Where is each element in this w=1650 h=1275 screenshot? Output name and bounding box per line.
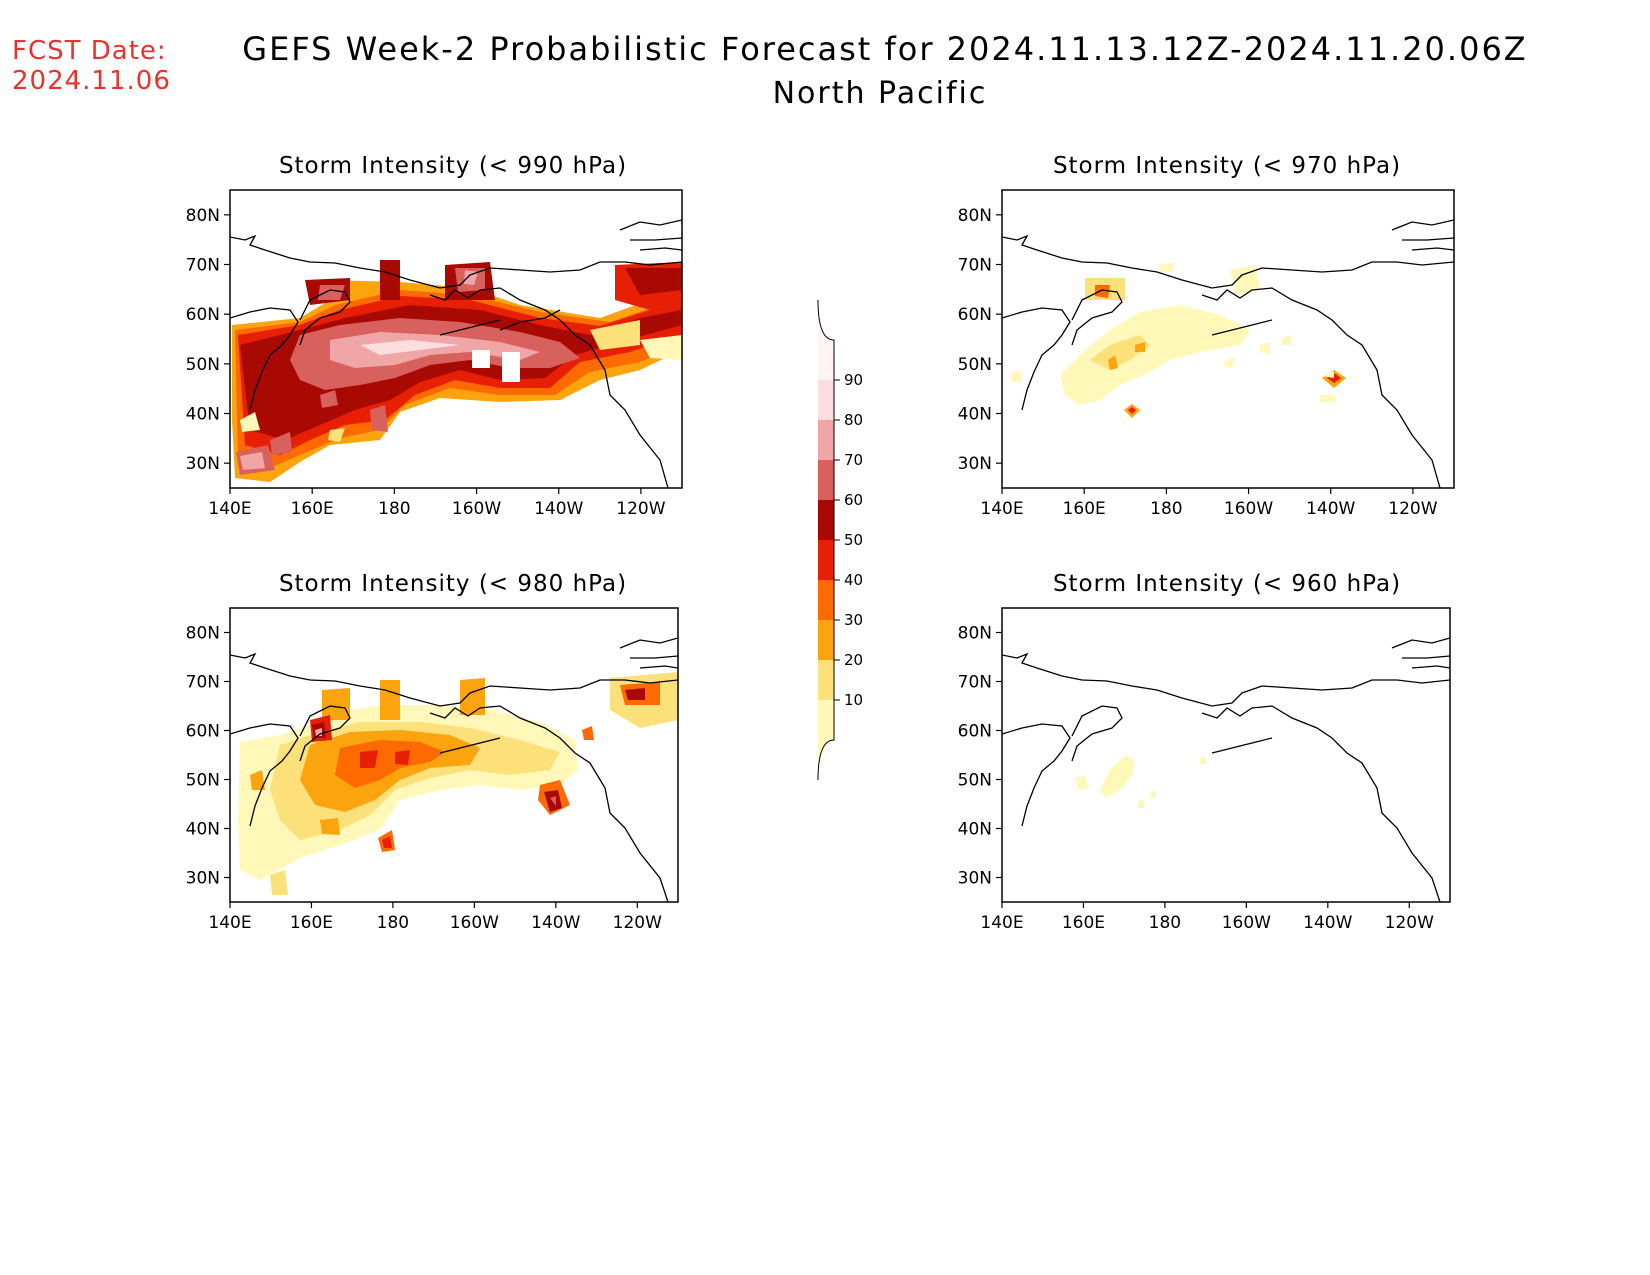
- lon-tick-label-970: 120W: [1388, 499, 1437, 519]
- lat-tick-label-960: 50N: [958, 771, 992, 791]
- lat-tick-label-970: 30N: [958, 454, 992, 474]
- page-subtitle: North Pacific: [772, 76, 988, 111]
- lat-tick-label-970: 60N: [958, 305, 992, 325]
- colorbar-swatch: [818, 620, 834, 660]
- map-frame-960: [1001, 607, 1451, 903]
- fcst-date-caption: FCST Date:: [12, 36, 167, 66]
- page-title: GEFS Week-2 Probabilistic Forecast for 2…: [242, 30, 1528, 68]
- panel-990: Storm Intensity (< 990 hPa): [229, 153, 683, 489]
- lon-tick-label-970: 140W: [1306, 499, 1355, 519]
- lat-tick-label-990: 70N: [186, 256, 220, 276]
- forecast-date-label: FCST Date: 2024.11.06: [12, 36, 171, 96]
- colorbar-swatch: [818, 700, 834, 780]
- lat-tick-label-970: 70N: [958, 256, 992, 276]
- lon-tick-label-970: 160E: [1063, 499, 1106, 519]
- lon-tick-label-980: 120W: [613, 913, 662, 933]
- fcst-date-value: 2024.11.06: [12, 66, 171, 96]
- lon-tick-label-990: 140E: [208, 499, 251, 519]
- coastline-970: [1002, 219, 1454, 488]
- lat-tick-label-980: 60N: [186, 722, 220, 742]
- lat-tick-label-970: 40N: [958, 405, 992, 425]
- lat-tick-label-960: 40N: [958, 820, 992, 840]
- lat-tick-label-990: 80N: [186, 206, 220, 226]
- colorbar-label: 50: [844, 531, 863, 549]
- lon-tick-label-960: 160E: [1062, 913, 1105, 933]
- lat-tick-label-980: 30N: [186, 869, 220, 889]
- lon-tick-label-980: 140E: [208, 913, 251, 933]
- probability-field-960: [1075, 755, 1206, 808]
- colorbar-label: 10: [844, 691, 863, 709]
- coastline-990: [230, 219, 682, 488]
- lat-tick-label-960: 80N: [958, 624, 992, 644]
- probability-field-970: [1010, 262, 1346, 418]
- panel-960: Storm Intensity (< 960 hPa): [1001, 571, 1451, 903]
- lat-tick-label-980: 40N: [186, 820, 220, 840]
- lon-tick-label-990: 180: [378, 499, 410, 519]
- lon-tick-label-970: 140E: [980, 499, 1023, 519]
- panel-980: Storm Intensity (< 980 hPa): [229, 571, 679, 903]
- lat-tick-label-980: 70N: [186, 673, 220, 693]
- colorbar-label: 40: [844, 571, 863, 589]
- lat-tick-label-990: 30N: [186, 454, 220, 474]
- panel-title-960: Storm Intensity (< 960 hPa): [1053, 571, 1401, 597]
- colorbar-label: 90: [844, 371, 863, 389]
- lon-tick-label-990: 160W: [452, 499, 501, 519]
- lon-tick-label-960: 120W: [1385, 913, 1434, 933]
- colorbar-label: 30: [844, 611, 863, 629]
- lon-tick-label-990: 160E: [291, 499, 334, 519]
- lat-tick-label-980: 50N: [186, 771, 220, 791]
- colorbar-label: 80: [844, 411, 863, 429]
- colorbar-label: 20: [844, 651, 863, 669]
- lon-tick-label-960: 160W: [1222, 913, 1271, 933]
- lon-tick-label-970: 180: [1150, 499, 1182, 519]
- lon-tick-label-970: 160W: [1224, 499, 1273, 519]
- coastline-960: [1002, 637, 1450, 902]
- lat-tick-label-990: 60N: [186, 305, 220, 325]
- lat-tick-label-970: 50N: [958, 355, 992, 375]
- colorbar-swatch: [818, 660, 834, 700]
- lat-tick-label-960: 70N: [958, 673, 992, 693]
- axis-ticks: 140E 160E 180 160W 140W 120W 80N 70N 60N 50N 40N 30…: [186, 206, 1438, 933]
- map-frame-990: [229, 189, 683, 489]
- lon-tick-label-960: 140E: [980, 913, 1023, 933]
- coastline-980: [230, 637, 678, 902]
- panel-970: Storm Intensity (< 970 hPa): [1001, 153, 1455, 489]
- lon-tick-label-960: 180: [1149, 913, 1181, 933]
- probability-field-990: [232, 260, 682, 488]
- lon-tick-label-980: 160W: [450, 913, 499, 933]
- colorbar-swatch: [818, 420, 834, 460]
- lon-tick-label-980: 180: [377, 913, 409, 933]
- colorbar: 10 20 30 40 50 60 70 80 90: [817, 299, 863, 781]
- map-frame-980: [229, 607, 679, 903]
- lon-tick-label-980: 140W: [531, 913, 580, 933]
- lat-tick-label-990: 50N: [186, 355, 220, 375]
- panel-title-990: Storm Intensity (< 990 hPa): [279, 153, 627, 179]
- colorbar-swatch: [818, 460, 834, 500]
- lat-tick-label-970: 80N: [958, 206, 992, 226]
- colorbar-swatch: [818, 300, 834, 380]
- colorbar-swatch: [818, 500, 834, 540]
- colorbar-label: 60: [844, 491, 863, 509]
- panel-title-980: Storm Intensity (< 980 hPa): [279, 571, 627, 597]
- colorbar-label: 70: [844, 451, 863, 469]
- probability-field-980: [238, 672, 678, 895]
- colorbar-swatch: [818, 540, 834, 580]
- lon-tick-label-990: 140W: [534, 499, 583, 519]
- lat-tick-label-960: 60N: [958, 722, 992, 742]
- colorbar-swatch: [818, 580, 834, 620]
- panel-title-970: Storm Intensity (< 970 hPa): [1053, 153, 1401, 179]
- map-frame-970: [1001, 189, 1455, 489]
- lat-tick-label-960: 30N: [958, 869, 992, 889]
- lon-tick-label-980: 160E: [290, 913, 333, 933]
- lat-tick-label-990: 40N: [186, 405, 220, 425]
- lon-tick-label-990: 120W: [616, 499, 665, 519]
- colorbar-swatch: [818, 380, 834, 420]
- lon-tick-label-960: 140W: [1303, 913, 1352, 933]
- lat-tick-label-980: 80N: [186, 624, 220, 644]
